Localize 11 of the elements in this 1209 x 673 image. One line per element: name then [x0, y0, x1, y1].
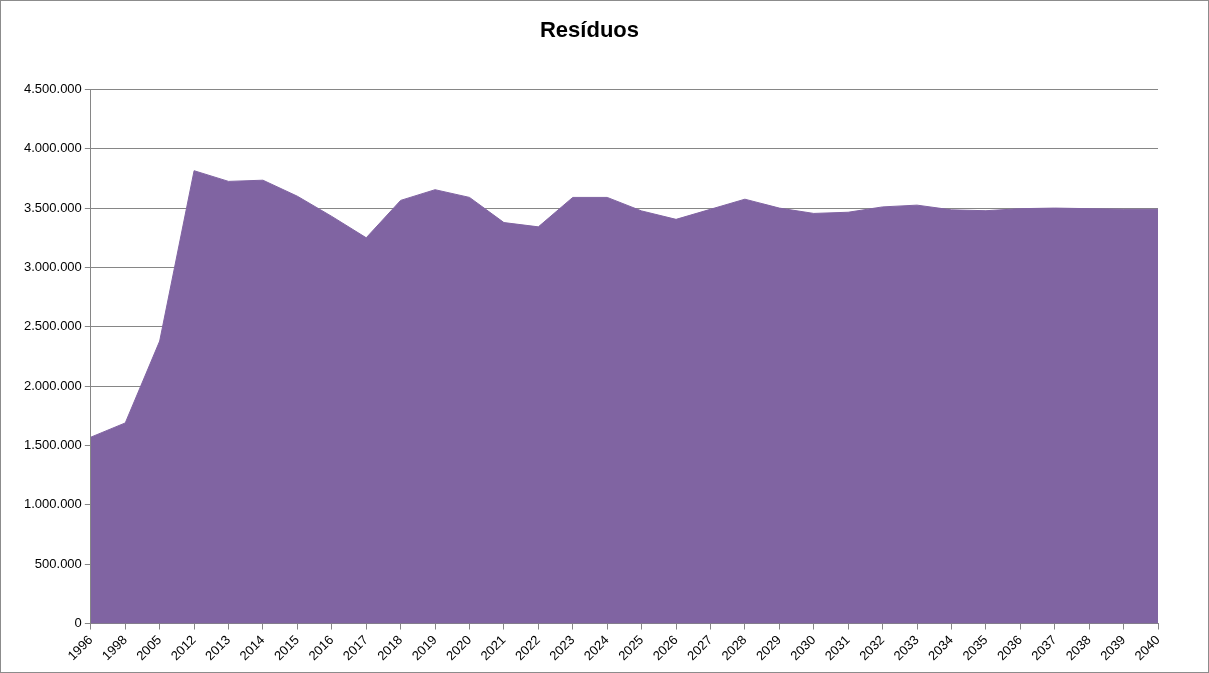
y-tick-label: 3.500.000: [23, 199, 82, 215]
y-tick-label: 2.500.000: [23, 318, 82, 334]
y-tick-label: 4.000.000: [23, 140, 82, 156]
y-tick-label: 0: [74, 615, 82, 631]
y-tick-label: 1.000.000: [23, 496, 82, 512]
y-tick-label: 2.000.000: [23, 377, 82, 393]
y-tick-label: 4.500.000: [23, 80, 82, 96]
y-tick-label: 3.000.000: [23, 259, 82, 275]
y-tick-label: 500.000: [34, 555, 82, 571]
y-tick-label: 1.500.000: [23, 437, 82, 453]
chart-title: Resíduos: [539, 17, 640, 43]
